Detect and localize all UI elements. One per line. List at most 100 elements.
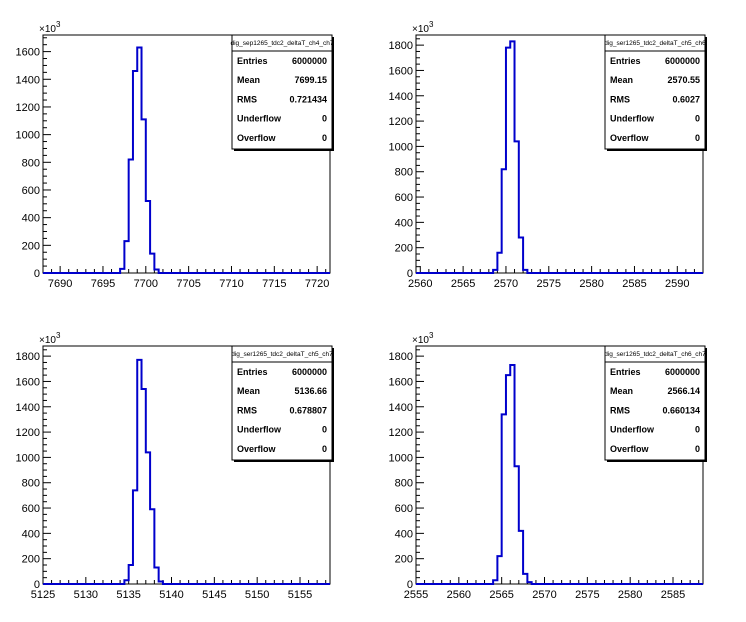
histogram-bin [506,48,510,273]
histogram-bin [146,452,150,584]
histogram-bin [154,568,158,584]
stats-label-mean: Mean [610,75,633,85]
stats-label-underflow: Underflow [237,114,282,124]
y-tick-label: 600 [395,192,413,204]
stats-box [604,34,706,150]
stats-value-entries: 6000000 [292,56,327,66]
histogram-bin [502,414,506,584]
histogram-bin [146,201,150,273]
stats-box [604,345,706,461]
histogram-panel-1: 7690 7695 7700 7705 7710 7715 7720 0 200 400 600 80… [16,20,334,290]
stats-box [231,34,333,150]
histogram-bin [523,270,527,273]
y-exponent-label: ×103 [412,20,434,35]
x-tick-label: 2585 [622,278,646,290]
y-tick-label: 200 [395,243,413,255]
histogram-bin [523,574,527,584]
stats-label-entries: Entries [610,56,641,66]
histogram-panel-3: 5125 5130 5135 5140 5145 5150 5155 0 200 400 600 80… [16,331,334,601]
histogram-outline [43,358,330,585]
y-tick-label: 1600 [389,376,413,388]
x-tick-label: 2580 [579,278,603,290]
x-tick-label: 2565 [451,278,475,290]
histogram-bin [497,253,501,273]
x-tick-label: 5150 [245,589,269,601]
stats-label-mean: Mean [237,75,260,85]
stats-value-mean: 2570.55 [667,75,700,85]
stats-label-mean: Mean [237,386,260,396]
y-tick-label: 1200 [16,102,40,114]
x-tick-label: 5155 [288,589,312,601]
y-tick-label: 1600 [16,47,40,59]
histogram-bin [150,509,154,584]
y-tick-label: 1600 [389,65,413,77]
x-tick-label: 2575 [537,278,561,290]
stats-value-mean: 7699.15 [294,75,327,85]
histogram-panel-4: 2555 2560 2565 2570 2575 2580 2585 0 200 400 600 80… [389,331,707,601]
stats-value-underflow: 0 [322,114,327,124]
y-tick-label: 800 [22,157,40,169]
stats-value-underflow: 0 [695,425,700,435]
y-tick-label: 1800 [389,351,413,363]
y-tick-label: 400 [395,528,413,540]
y-exponent-label: ×103 [412,331,434,346]
y-exponent-power: 3 [429,331,434,340]
stats-label-underflow: Underflow [237,425,282,435]
y-tick-label: 400 [22,528,40,540]
y-exponent-base: ×10 [39,335,56,346]
stats-label-overflow: Overflow [610,444,650,454]
histogram-bin [519,238,523,273]
histogram-bin [124,241,128,273]
y-tick-label: 200 [22,554,40,566]
y-tick-label: 200 [395,554,413,566]
stats-label-rms: RMS [237,405,257,415]
stats-value-underflow: 0 [695,114,700,124]
histogram-outline [416,40,703,274]
histogram-bin [519,531,523,584]
histogram-outline [416,363,703,585]
x-tick-label: 7695 [91,278,115,290]
stats-value-entries: 6000000 [665,367,700,377]
histogram-bin [150,254,154,273]
y-tick-label: 1400 [16,74,40,86]
histogram-bin [120,269,124,273]
x-tick-label: 7705 [176,278,200,290]
stats-box [231,345,333,461]
stats-value-overflow: 0 [695,444,700,454]
histogram-bin [124,580,128,584]
y-tick-label: 1200 [389,427,413,439]
histogram-bin [133,71,137,273]
histogram-bin [527,582,531,584]
y-tick-label: 0 [34,268,40,280]
stats-label-entries: Entries [237,56,268,66]
stats-value-mean: 2566.14 [667,386,700,396]
histogram-bin [510,41,514,273]
stats-label-overflow: Overflow [237,133,277,143]
y-tick-label: 1000 [389,452,413,464]
stats-box-title: dig_sеr1265_tdc2_deltaT_ch5_ch7 [231,351,333,358]
y-tick-label: 800 [395,478,413,490]
y-exponent-base: ×10 [412,24,429,35]
histogram-bin [142,119,146,273]
stats-value-overflow: 0 [695,133,700,143]
stats-value-entries: 6000000 [292,367,327,377]
y-tick-label: 0 [407,268,413,280]
stats-box-title: dig_sеr1265_tdc2_deltaT_ch5_ch6 [604,40,706,47]
stats-value-overflow: 0 [322,133,327,143]
x-tick-label: 7690 [48,278,72,290]
y-tick-label: 1000 [16,130,40,142]
x-tick-label: 2565 [489,589,513,601]
y-exponent-power: 3 [56,20,61,29]
x-tick-label: 2590 [665,278,689,290]
histogram-bin [137,47,141,273]
stats-box-title: dig_sер1265_tdc2_deltaT_ch4_ch7 [230,40,333,47]
stats-value-mean: 5136.66 [294,386,327,396]
x-tick-label: 2560 [408,278,432,290]
histogram-bin [510,365,514,584]
y-tick-label: 600 [22,185,40,197]
y-tick-label: 1200 [16,427,40,439]
y-tick-label: 1600 [16,376,40,388]
y-tick-label: 1000 [16,452,40,464]
y-tick-label: 0 [407,579,413,591]
